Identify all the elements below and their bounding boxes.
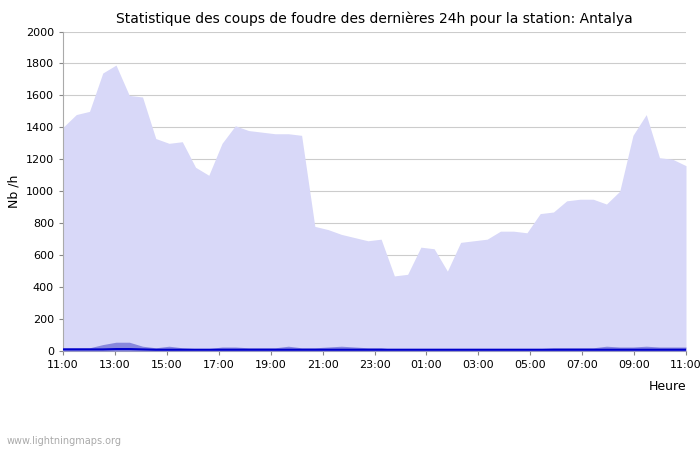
- Y-axis label: Nb /h: Nb /h: [7, 175, 20, 208]
- Text: Heure: Heure: [648, 380, 686, 393]
- Title: Statistique des coups de foudre des dernières 24h pour la station: Antalya: Statistique des coups de foudre des dern…: [116, 12, 633, 26]
- Text: www.lightningmaps.org: www.lightningmaps.org: [7, 436, 122, 446]
